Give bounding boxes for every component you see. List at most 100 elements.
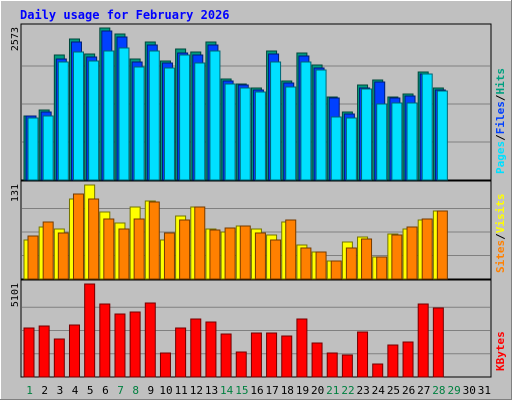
panel-hits: 2573 Pages/Files/Hits — [10, 23, 507, 181]
x-tick-label-day-27: 27 — [417, 384, 430, 397]
bar-kbytes-kbytes-day-19 — [296, 318, 308, 378]
x-tick-label-day-17: 17 — [266, 384, 279, 397]
bar-visits-sites-day-14 — [224, 227, 236, 280]
bar-kbytes-kbytes-day-8 — [129, 311, 141, 378]
bar-visits-sites-day-13 — [209, 229, 221, 280]
bar-kbytes-kbytes-day-21 — [326, 352, 338, 378]
bar-hits-pages-day-23 — [361, 88, 373, 181]
bar-kbytes-kbytes-day-15 — [235, 351, 247, 378]
bar-hits-pages-day-17 — [270, 61, 282, 181]
bar-hits-pages-day-1 — [27, 117, 39, 181]
bar-visits-sites-day-3 — [57, 232, 69, 280]
panel-kbytes-ymax-label: 5101 — [10, 283, 21, 307]
bar-visits-sites-day-24 — [376, 256, 388, 280]
bar-kbytes-kbytes-day-14 — [220, 333, 232, 378]
bar-visits-sites-day-20 — [315, 251, 327, 280]
panel-hits-ymax-label: 2573 — [10, 27, 21, 51]
bar-hits-pages-day-14 — [224, 83, 236, 181]
bar-hits-pages-day-26 — [406, 102, 418, 181]
x-tick-label-day-10: 10 — [159, 384, 172, 397]
x-tick-label-day-7: 7 — [117, 384, 124, 397]
legend-entry-visits-1: / — [494, 233, 507, 240]
bar-kbytes-kbytes-day-2 — [38, 325, 50, 378]
bar-visits-sites-day-27 — [421, 218, 433, 280]
x-tick-label-day-30: 30 — [463, 384, 476, 397]
bar-hits-pages-day-12 — [194, 62, 206, 181]
bar-hits-pages-day-28 — [436, 90, 448, 181]
legend-entry-hits-2: Files — [494, 101, 507, 134]
bar-visits-sites-day-22 — [345, 247, 357, 280]
bar-hits-pages-day-19 — [300, 61, 312, 181]
x-tick-label-day-6: 6 — [102, 384, 109, 397]
bar-hits-pages-day-13 — [209, 50, 221, 181]
bar-hits-pages-day-7 — [118, 47, 130, 181]
bar-kbytes-kbytes-day-13 — [205, 321, 217, 378]
bar-visits-sites-day-26 — [406, 226, 418, 280]
panel-hits-legend: Pages/Files/Hits — [494, 68, 507, 174]
bar-visits-sites-day-1 — [27, 235, 39, 280]
bar-kbytes-kbytes-day-5 — [84, 283, 96, 378]
bar-kbytes-kbytes-day-6 — [99, 303, 111, 378]
legend-entry-kbytes-0: KBytes — [494, 331, 507, 371]
x-tick-label-day-8: 8 — [132, 384, 139, 397]
x-tick-labels: 1 2 3 4 5 6 7 8 9 10 11 12 13 14 15 16 17 18 19 20 21 22 23 24 2… — [26, 384, 491, 397]
bar-hits-pages-day-9 — [148, 50, 160, 181]
x-tick-label-day-15: 15 — [235, 384, 248, 397]
x-tick-label-day-16: 16 — [250, 384, 263, 397]
bar-hits-pages-day-3 — [57, 61, 69, 181]
x-tick-label-day-5: 5 — [87, 384, 94, 397]
bar-hits-pages-day-24 — [376, 103, 388, 181]
x-tick-label-day-24: 24 — [372, 384, 386, 397]
bar-visits-sites-day-2 — [42, 221, 54, 280]
x-tick-label-day-13: 13 — [205, 384, 218, 397]
bar-kbytes-kbytes-day-18 — [281, 335, 293, 378]
bar-kbytes-kbytes-day-11 — [175, 327, 187, 378]
x-tick-label-day-31: 31 — [478, 384, 491, 397]
bar-hits-pages-day-10 — [163, 67, 175, 181]
bar-hits-pages-day-11 — [179, 54, 191, 181]
bar-kbytes-kbytes-day-7 — [114, 313, 126, 378]
x-tick-label-day-18: 18 — [281, 384, 294, 397]
bar-visits-sites-day-16 — [254, 232, 266, 280]
bar-kbytes-kbytes-day-25 — [387, 344, 399, 378]
bar-hits-pages-day-6 — [103, 50, 115, 181]
x-tick-label-day-19: 19 — [296, 384, 309, 397]
bar-visits-sites-day-5 — [88, 198, 100, 280]
bar-visits-sites-day-6 — [103, 218, 115, 280]
bar-kbytes-kbytes-day-3 — [53, 338, 65, 378]
x-tick-label-day-3: 3 — [57, 384, 64, 397]
panel-visits-legend: Sites/Visits — [494, 194, 507, 274]
x-tick-label-day-2: 2 — [41, 384, 48, 397]
bar-visits-sites-day-15 — [239, 225, 251, 280]
x-tick-label-day-26: 26 — [402, 384, 415, 397]
chart-title: Daily usage for February 2026 — [20, 8, 230, 22]
bar-visits-sites-day-12 — [194, 206, 206, 280]
legend-entry-hits-3: / — [494, 94, 507, 101]
bar-hits-pages-day-8 — [133, 66, 145, 181]
bar-visits-sites-day-11 — [179, 219, 191, 280]
bar-visits-sites-day-28 — [436, 210, 448, 280]
legend-entry-hits-4: Hits — [494, 68, 507, 95]
bar-kbytes-kbytes-day-28 — [432, 307, 444, 378]
panels-layer: 2573 Pages/Files/Hits 131 Sites/Visits 5101 K… — [10, 23, 507, 378]
bar-visits-sites-day-21 — [330, 260, 342, 280]
panel-visits: 131 Sites/Visits — [10, 180, 507, 280]
bar-kbytes-kbytes-day-26 — [402, 341, 414, 378]
panel-visits-ymax-label: 131 — [10, 184, 21, 202]
x-tick-label-day-29: 29 — [447, 384, 460, 397]
bar-hits-pages-day-25 — [391, 102, 403, 181]
panel-kbytes: 5101 KBytes — [10, 279, 507, 378]
x-tick-label-day-11: 11 — [175, 384, 188, 397]
bar-visits-sites-day-8 — [133, 218, 145, 280]
bar-visits-sites-day-25 — [391, 234, 403, 280]
bar-kbytes-kbytes-day-16 — [250, 332, 262, 378]
legend-entry-visits-2: Visits — [494, 194, 507, 234]
x-tick-label-day-23: 23 — [357, 384, 370, 397]
bar-kbytes-kbytes-day-9 — [144, 302, 156, 378]
x-tick-label-day-21: 21 — [326, 384, 339, 397]
bar-kbytes-kbytes-day-12 — [190, 318, 202, 378]
bar-hits-pages-day-27 — [421, 73, 433, 181]
x-tick-label-day-14: 14 — [220, 384, 234, 397]
